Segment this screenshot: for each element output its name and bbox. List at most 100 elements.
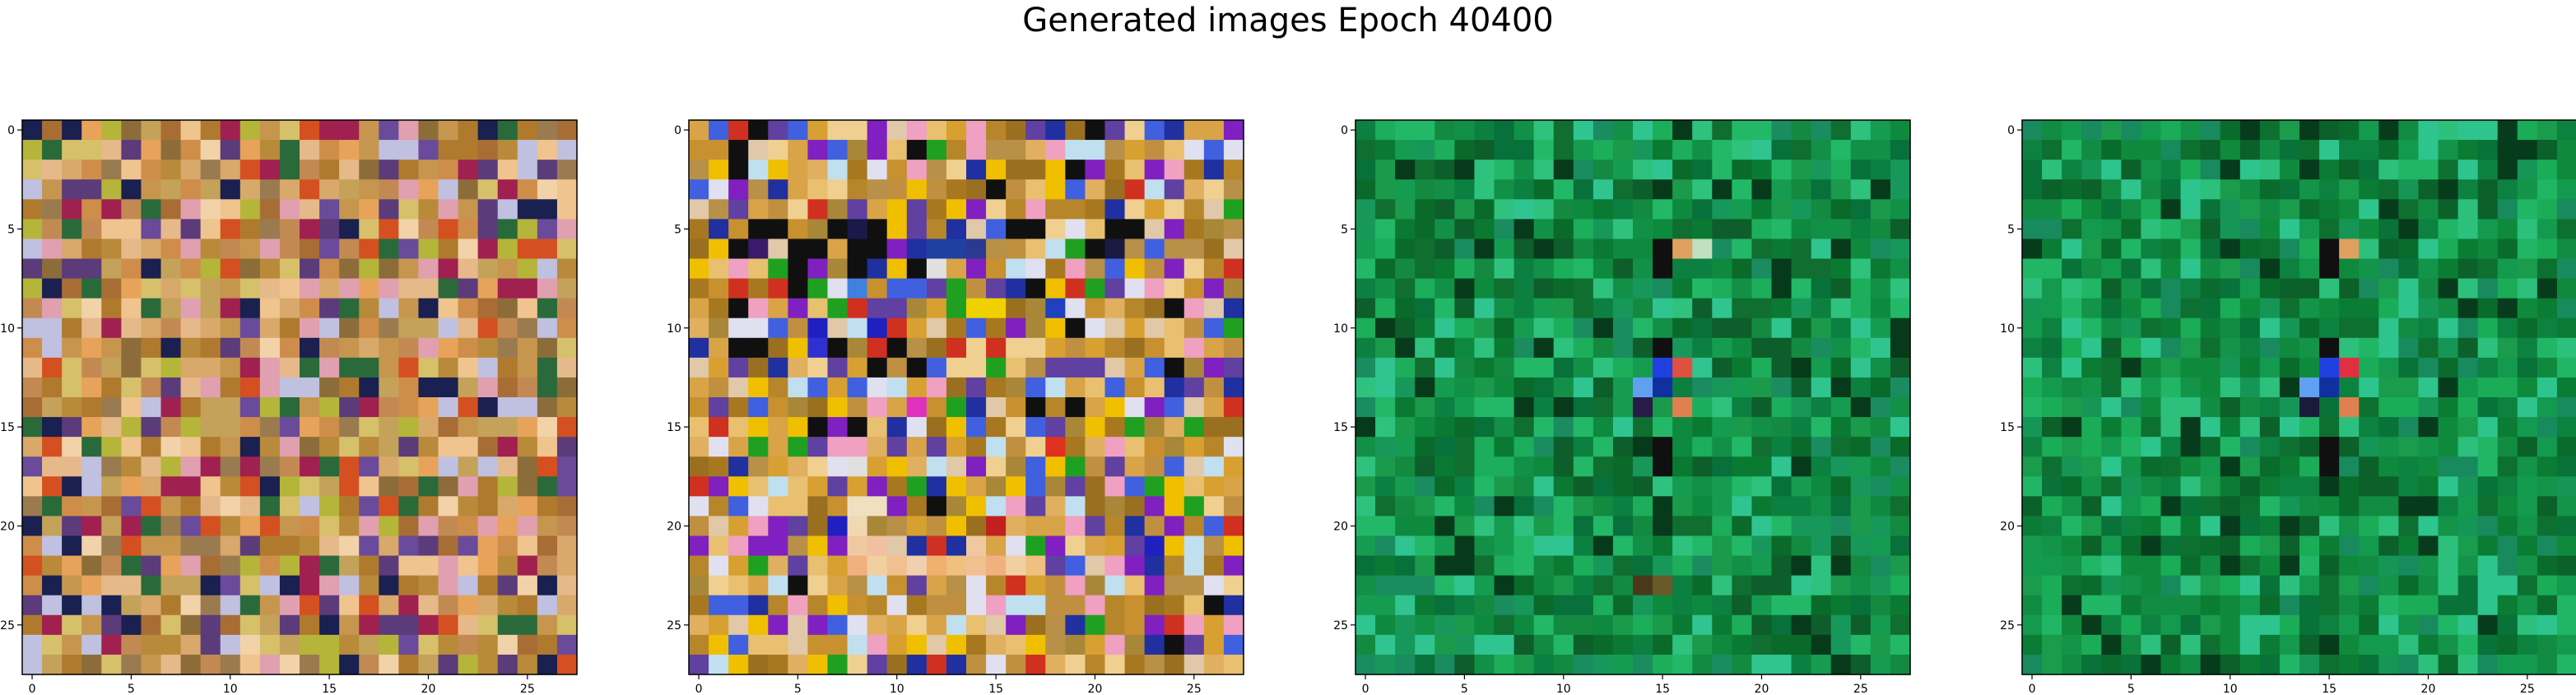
pixel-cell [1434,516,1455,537]
y-tick-label: 15 [1333,421,1348,434]
pixel-cell [2378,456,2399,477]
pixel-cell [2536,317,2558,339]
pixel-cell [1164,575,1185,596]
pixel-cell [1164,417,1185,438]
pixel-cell [986,239,1007,260]
pixel-cell [1533,140,1555,160]
pixel-cell [1514,614,1535,636]
pixel-cell [259,437,281,457]
pixel-cell [141,120,162,141]
pixel-cell [768,496,788,517]
pixel-cell [1612,278,1634,299]
x-tick-label: 20 [2421,683,2436,695]
pixel-cell [1104,437,1126,457]
pixel-cell [1395,654,1416,675]
pixel-cell [689,535,709,557]
pixel-cell [847,199,868,220]
pixel-cell [2438,555,2459,577]
pixel-cell [1164,219,1185,240]
pixel-cell [160,575,182,596]
pixel-cell [768,258,788,280]
pixel-cell [2081,160,2102,180]
pixel-cell [2517,219,2538,240]
pixel-cell [1025,160,1046,180]
pixel-cell [689,140,709,160]
pixel-cell [1006,614,1026,636]
pixel-cell [259,476,281,497]
pixel-cell [22,179,43,200]
pixel-cell [1434,219,1455,240]
pixel-cell [1553,516,1574,537]
pixel-cell [2022,298,2043,319]
pixel-cell [1850,417,1872,438]
pixel-cell [1732,535,1753,557]
pixel-cell [2220,595,2241,616]
pixel-cell [748,456,769,477]
pixel-cell [2259,140,2281,160]
pixel-cell [497,535,518,557]
pixel-cell [1573,555,1594,577]
pixel-cell [180,516,202,537]
pixel-cell [867,456,888,477]
pixel-cell [1672,317,1693,339]
pixel-cell [1830,496,1852,517]
pixel-cell [2536,357,2558,378]
pixel-cell [537,456,558,477]
pixel-cell [1164,160,1185,180]
pixel-cell [1494,575,1515,596]
pixel-cell [2556,575,2576,596]
pixel-cell [1375,516,1396,537]
pixel-cell [1415,219,1435,240]
pixel-cell [2121,496,2142,517]
pixel-cell [2239,437,2261,457]
pixel-cell [847,595,868,616]
pixel-cell [2259,120,2281,141]
pixel-cell [2121,555,2142,577]
pixel-cell [1514,258,1535,280]
pixel-cell [1144,219,1165,240]
pixel-cell [689,496,709,517]
x-tick-label: 0 [29,683,36,695]
pixel-cell [867,516,888,537]
pixel-cell [2141,496,2162,517]
pixel-cell [1732,456,1753,477]
pixel-cell [2457,377,2479,398]
pixel-cell [141,357,162,378]
pixel-cell [1124,337,1146,359]
pixel-cell [418,496,439,517]
pixel-cell [1811,140,1832,160]
pixel-cell [1514,496,1535,517]
pixel-cell [1573,476,1594,497]
pixel-cell [458,654,479,675]
pixel-cell [220,397,241,418]
pixel-cell [517,595,538,616]
pixel-cell [1514,199,1535,220]
pixel-cell [2339,456,2360,477]
pixel-cell [438,239,459,260]
image-cells [689,120,1244,675]
pixel-cell [418,140,439,160]
pixel-cell [2299,496,2320,517]
pixel-cell [2121,516,2142,537]
pixel-cell [886,357,908,378]
pixel-cell [121,397,142,418]
pixel-cell [2220,496,2241,517]
pixel-cell [1124,634,1146,656]
pixel-cell [1811,258,1832,280]
pixel-cell [1593,219,1614,240]
pixel-cell [2220,417,2241,438]
pixel-cell [2141,199,2162,220]
pixel-cell [537,357,558,378]
pixel-cell [1415,614,1435,636]
pixel-cell [379,476,399,497]
pixel-cell [2477,437,2499,457]
pixel-cell [689,614,709,636]
pixel-cell [2180,298,2202,319]
pixel-cell [379,437,399,457]
pixel-cell [2319,357,2340,378]
pixel-cell [986,298,1007,319]
pixel-cell [1533,456,1555,477]
pixel-cell [398,634,420,656]
pixel-cell [1124,476,1146,497]
pixel-cell [1732,595,1753,616]
